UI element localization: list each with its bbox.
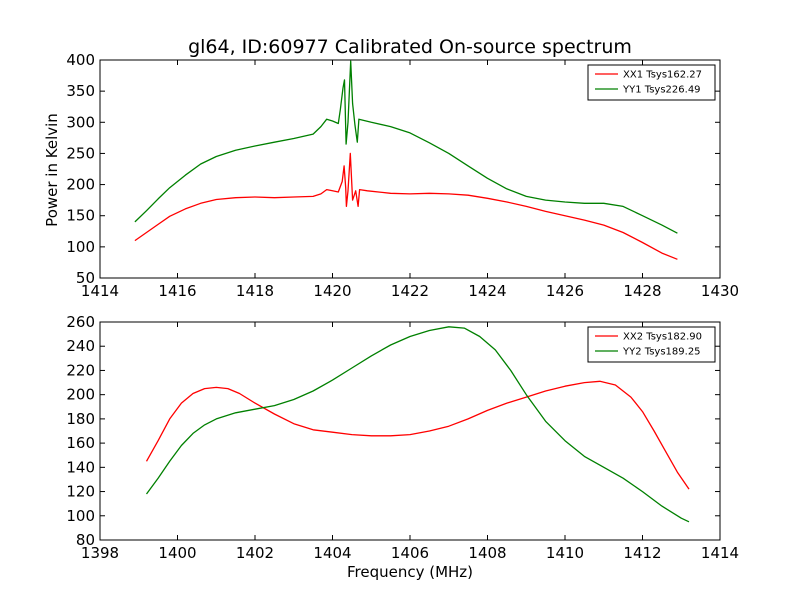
y-axis-label: Power in Kelvin [43,113,61,227]
y-tick-label: 140 [66,458,95,476]
y-tick-label: 50 [76,269,95,287]
y-tick-label: 200 [66,386,95,404]
y-tick-label: 250 [66,144,95,162]
chart-title: gl64, ID:60977 Calibrated On-source spec… [188,36,632,58]
y-tick-label: 100 [66,507,95,525]
x-tick-label: 1426 [546,282,584,300]
legend-label: XX2 Tsys182.90 [623,332,702,343]
y-tick-label: 350 [66,82,95,100]
y-tick-label: 180 [66,410,95,428]
x-tick-label: 1428 [623,282,661,300]
legend-box [587,326,716,363]
legend-label: XX1 Tsys162.27 [623,70,702,81]
x-tick-label: 1430 [701,282,739,300]
x-tick-label: 1418 [236,282,274,300]
y-tick-label: 200 [66,176,95,194]
x-tick-label: 1424 [468,282,506,300]
legend: XX1 Tsys162.27 YY1 Tsys226.49 [587,64,716,101]
series-line-1-2 [134,60,678,234]
y-tick-label: 120 [66,483,95,501]
x-tick-label: 1400 [158,544,196,562]
bottom-panel: 1398 1400 1402 1404 1406 1408 1410 1412 1414 80 10… [66,313,739,562]
x-tick-label: 1414 [81,282,119,300]
x-tick-label: 1408 [468,544,506,562]
x-tick-label: 1404 [313,544,351,562]
y-tick-label: 300 [66,113,95,131]
legend: XX2 Tsys182.90 YY2 Tsys189.25 [587,326,716,363]
y-tick-label: 400 [66,51,95,69]
x-tick-label: 1410 [546,544,584,562]
legend-label: YY2 Tsys189.25 [622,347,701,358]
x-tick-label: 1412 [623,544,661,562]
x-axis-label: Frequency (MHz) [347,563,473,581]
legend-label: YY1 Tsys226.49 [622,85,701,96]
x-tick-label: 1414 [701,544,739,562]
legend-box [587,64,716,101]
series-line-1-1 [134,152,678,260]
y-tick-label: 260 [66,313,95,331]
x-tick-label: 1406 [391,544,429,562]
x-tick-label: 1422 [391,282,429,300]
y-tick-label: 80 [76,531,95,549]
top-panel: 1414 1416 1418 1420 1422 1424 1426 1428 1430 50 10… [66,51,739,300]
x-tick-label: 1420 [313,282,351,300]
y-tick-label: 150 [66,207,95,225]
series-line-2-1 [145,380,690,490]
x-tick-label: 1416 [158,282,196,300]
y-tick-label: 240 [66,337,95,355]
y-tick-label: 100 [66,238,95,256]
y-tick-label: 160 [66,434,95,452]
y-tick-label: 220 [66,361,95,379]
x-tick-label: 1398 [81,544,119,562]
series-line-2-2 [145,326,690,523]
x-tick-label: 1402 [236,544,274,562]
